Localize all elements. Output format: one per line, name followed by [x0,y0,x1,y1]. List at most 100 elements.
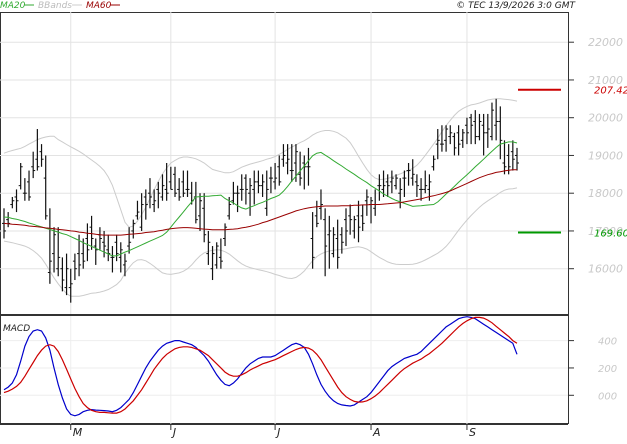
ohlc-bar [464,117,469,145]
ohlc-bar [477,113,482,141]
ohlc-bar [419,178,424,201]
ohlc-bar [285,144,290,175]
ohlc-bar [310,212,315,269]
macd-y-ticks: 400 200 000 [568,337,617,402]
ohlc-bar [202,193,207,243]
ohlc-bar [406,163,411,186]
ohlc-bar [173,166,177,197]
price-y-tick-label: 21000 [588,74,623,87]
ohlc-bar [302,155,307,190]
ohlc-bar [114,234,119,262]
ohlc-bar [206,230,211,265]
ohlc-bar [277,155,282,186]
ohlc-bar [473,110,478,145]
ohlc-bar [339,227,344,254]
macd-y-tick-label: 200 [598,364,617,375]
ohlc-bar [31,151,36,179]
macd-gridlines [0,316,568,424]
ohlc-bar [160,174,165,201]
ohlc-bar [122,253,127,277]
ohlc-bar [256,170,261,194]
ohlc-bar [135,200,140,220]
ohlc-bar [198,193,203,231]
ohlc-bar [139,193,144,231]
ohlc-bar [506,144,511,175]
ohlc-bar [248,178,253,216]
x-tick-label: M [73,426,83,439]
ohlc-bar [43,155,48,220]
ohlc-bar [318,189,323,220]
price-y-tick-label: 19000 [588,149,623,162]
ohlc-bar [214,242,219,269]
signal-line [3,316,518,414]
macd-line [3,316,518,417]
ohlc-bar [314,200,319,228]
ohlc-bar [515,147,519,171]
ohlc-bar [431,155,436,171]
ohlc-bar [498,106,503,160]
ohlc-bar [143,189,148,220]
ohlc-bar [323,208,328,277]
ohlc-bar [72,253,77,281]
x-tick-label: J [171,426,176,439]
ohlc-bar [47,208,52,284]
ohlc-bars [2,98,519,303]
ohlc-bar [410,159,415,186]
price-levels: 207.42 169.60 [518,86,627,239]
ohlc-bar [168,166,173,190]
ohlc-bar [52,227,57,273]
ohlc-bar [35,129,40,171]
ohlc-bar [156,181,161,209]
ohlc-bar [93,238,98,265]
ohlc-bar [377,174,382,201]
ohlc-bar [60,257,65,292]
ohlc-bar [489,102,494,141]
ohlc-bar [22,178,27,201]
ohlc-bar [398,178,403,209]
ohlc-bar [264,170,269,216]
ohlc-bar [335,219,340,269]
price-y-tick-label: 20000 [588,112,623,125]
price-y-tick-label: 17000 [588,225,623,238]
ohlc-bar [218,238,223,269]
ohlc-bar [64,253,69,296]
ohlc-bar [460,129,465,148]
ohlc-bar [273,163,278,190]
macd-title: MACD [3,324,30,334]
bbands-lines [3,98,518,297]
ohlc-bar [243,174,248,205]
price-y-tick-label: 16000 [588,263,623,276]
ohlc-bar [348,204,353,235]
ma20-line [3,141,518,257]
ohlc-bar [289,144,294,182]
ohlc-bar [452,132,457,156]
ohlc-bar [481,113,486,156]
ohlc-bar [39,144,44,167]
ohlc-bar [152,189,157,213]
ohlc-bar [456,125,461,156]
ohlc-bar [131,219,136,239]
ohlc-bar [127,227,132,254]
ohlc-bar [360,204,365,231]
ohlc-bar [402,170,407,197]
ohlc-bar [223,223,228,247]
ohlc-bar [469,113,474,145]
ohlc-bar [356,200,361,243]
level-label: 207.42 [594,86,627,97]
ohlc-bar [510,140,515,171]
x-tick-label: S [469,426,476,439]
ohlc-bar [85,223,90,262]
ohlc-bar [56,227,61,277]
macd-y-tick-label: 400 [598,337,617,348]
x-tick-label: A [372,426,381,439]
x-tick-label: J [275,426,280,439]
macd-panel-frame [0,315,569,424]
ohlc-bar [185,170,190,197]
level-label: 169.60 [594,228,627,239]
ohlc-bar [235,185,240,213]
ohlc-bar [68,268,73,303]
ohlc-bar [281,144,286,167]
ohlc-bar [252,170,257,205]
ohlc-bar [118,242,123,273]
